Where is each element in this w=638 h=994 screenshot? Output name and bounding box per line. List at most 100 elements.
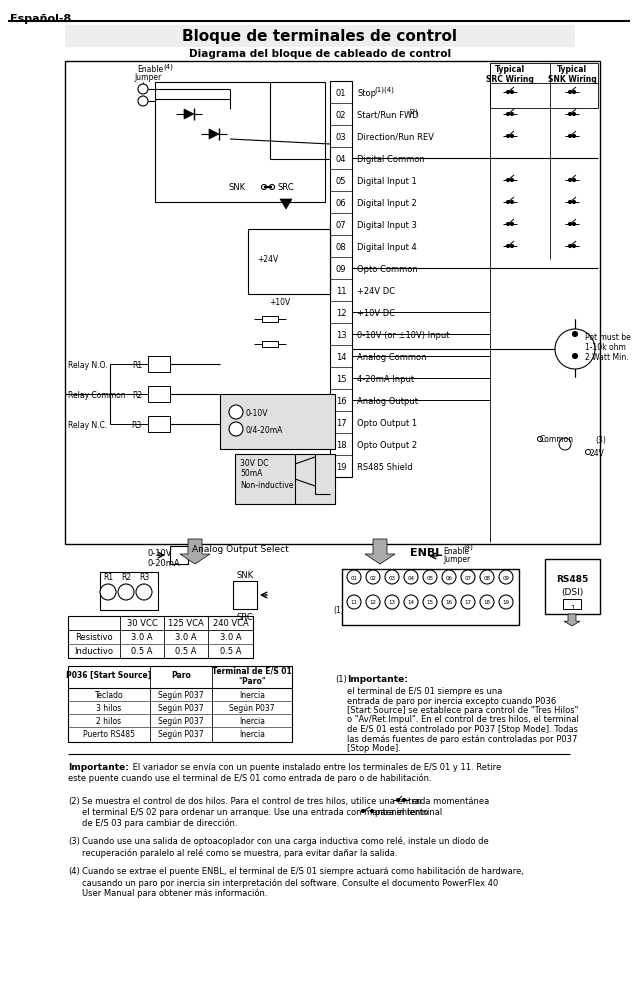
Text: RS485 Shield: RS485 Shield <box>357 462 413 471</box>
Bar <box>68 616 253 658</box>
Text: el terminal E/S 02 para ordenar un arranque. Use una entrada con mantenimiento: el terminal E/S 02 para ordenar un arran… <box>82 807 429 816</box>
Text: 17: 17 <box>464 600 471 605</box>
Circle shape <box>507 91 510 94</box>
Circle shape <box>100 584 116 600</box>
Text: (3): (3) <box>595 435 606 444</box>
Text: (4): (4) <box>163 64 173 71</box>
Text: +10V: +10V <box>269 297 290 307</box>
Text: 18: 18 <box>484 600 491 605</box>
Text: 0/4-20mA: 0/4-20mA <box>246 425 283 434</box>
Bar <box>248 64 333 543</box>
Text: Opto Output 1: Opto Output 1 <box>357 418 417 427</box>
Text: 09: 09 <box>336 264 346 273</box>
Circle shape <box>510 246 514 248</box>
Circle shape <box>362 810 364 813</box>
Text: Analog Output Select: Analog Output Select <box>192 544 289 553</box>
Circle shape <box>507 113 510 116</box>
Circle shape <box>507 224 510 227</box>
Bar <box>342 570 519 625</box>
Text: Pot must be: Pot must be <box>585 333 631 342</box>
Text: 3.0 A: 3.0 A <box>219 633 241 642</box>
Text: Inductivo: Inductivo <box>75 647 114 656</box>
Text: de E/S 03 para cambiar de dirección.: de E/S 03 para cambiar de dirección. <box>82 818 237 828</box>
Text: 02: 02 <box>336 110 346 119</box>
Bar <box>262 342 278 348</box>
Circle shape <box>510 91 514 94</box>
Text: 04: 04 <box>336 154 346 163</box>
Text: Direction/Run REV: Direction/Run REV <box>357 132 434 141</box>
Circle shape <box>229 422 243 436</box>
Text: este puente cuando use el terminal de E/S 01 como entrada de paro o de habilitac: este puente cuando use el terminal de E/… <box>68 772 432 782</box>
Text: 3.0 A: 3.0 A <box>175 633 197 642</box>
Text: Relay N.C.: Relay N.C. <box>68 420 107 429</box>
Text: 18: 18 <box>336 440 346 449</box>
Polygon shape <box>209 130 219 140</box>
Text: Importante:: Importante: <box>68 761 129 770</box>
Text: 240 VCA: 240 VCA <box>212 619 248 628</box>
Text: Jumper: Jumper <box>134 74 161 83</box>
Circle shape <box>136 584 152 600</box>
Text: (4): (4) <box>463 543 473 550</box>
Bar <box>170 547 188 565</box>
Text: P036 [Start Source]: P036 [Start Source] <box>66 670 152 679</box>
Text: User Manual para obtener más información.: User Manual para obtener más información… <box>82 888 267 898</box>
Text: 1-10k ohm: 1-10k ohm <box>585 343 626 352</box>
Text: +24V: +24V <box>256 254 278 263</box>
Text: 17: 17 <box>336 418 346 427</box>
Circle shape <box>572 91 575 94</box>
Circle shape <box>507 246 510 248</box>
Text: SNK: SNK <box>237 570 253 579</box>
Text: R2: R2 <box>132 390 142 400</box>
Text: 15: 15 <box>336 374 346 383</box>
Bar <box>330 82 352 477</box>
Circle shape <box>347 571 361 584</box>
Text: 0-10V: 0-10V <box>246 409 269 417</box>
Text: 14: 14 <box>336 352 346 361</box>
Text: Según P037: Según P037 <box>158 690 204 700</box>
Text: causando un paro por inercia sin interpretación del software. Consulte el docume: causando un paro por inercia sin interpr… <box>82 877 498 887</box>
Text: Digital Input 2: Digital Input 2 <box>357 198 417 208</box>
Text: 05: 05 <box>426 575 433 580</box>
Text: SNK Wiring: SNK Wiring <box>547 75 597 83</box>
Text: Opto Common: Opto Common <box>357 264 418 273</box>
Circle shape <box>371 810 373 813</box>
Circle shape <box>138 84 148 94</box>
Circle shape <box>572 202 575 205</box>
Circle shape <box>568 135 572 138</box>
Text: Non-inductive: Non-inductive <box>240 480 293 489</box>
Text: (2): (2) <box>408 108 419 115</box>
Text: 19: 19 <box>336 462 346 471</box>
Text: entrada de paro por inercia excepto cuando P036: entrada de paro por inercia excepto cuan… <box>347 696 556 705</box>
Text: (1): (1) <box>333 606 344 615</box>
Text: 2 Watt Min.: 2 Watt Min. <box>585 353 628 362</box>
Bar <box>248 230 330 294</box>
Text: El variador se envía con un puente instalado entre los terminales de E/S 01 y 11: El variador se envía con un puente insta… <box>130 761 501 770</box>
Text: Relay Common: Relay Common <box>68 390 126 400</box>
Text: (1)(4): (1)(4) <box>375 86 394 93</box>
Text: Typical: Typical <box>557 66 587 75</box>
Circle shape <box>568 224 572 227</box>
Text: R1: R1 <box>132 360 142 369</box>
Text: 14: 14 <box>408 600 415 605</box>
Circle shape <box>347 595 361 609</box>
Text: 15: 15 <box>426 600 433 605</box>
Bar <box>148 357 170 373</box>
Text: o "Av/Ret.Impul". En el control de tres hilos, el terminal: o "Av/Ret.Impul". En el control de tres … <box>347 715 579 724</box>
Text: "Paro": "Paro" <box>238 676 266 685</box>
Bar <box>235 454 335 505</box>
Circle shape <box>510 113 514 116</box>
Text: SNK: SNK <box>229 183 246 192</box>
Bar <box>262 317 278 323</box>
Circle shape <box>404 571 418 584</box>
Text: 24V: 24V <box>590 448 605 457</box>
Polygon shape <box>180 540 210 565</box>
Text: 0.5 A: 0.5 A <box>175 647 197 656</box>
Circle shape <box>385 571 399 584</box>
Circle shape <box>572 179 575 182</box>
Text: 12: 12 <box>336 308 346 317</box>
Text: R3: R3 <box>139 572 149 580</box>
Text: 06: 06 <box>445 575 452 580</box>
Text: 0-10V: 0-10V <box>148 548 172 557</box>
Text: 07: 07 <box>464 575 471 580</box>
Text: 16: 16 <box>336 396 346 406</box>
